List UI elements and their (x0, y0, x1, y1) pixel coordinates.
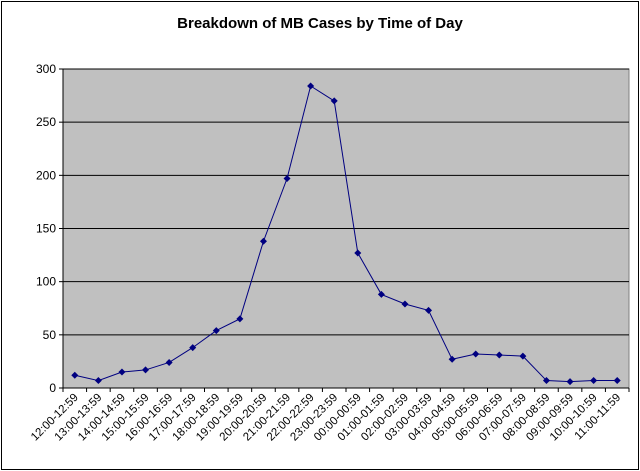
data-point (165, 358, 173, 366)
data-point (448, 355, 456, 363)
data-point (472, 350, 480, 358)
y-tick-label: 50 (43, 328, 57, 342)
data-point (354, 249, 362, 257)
data-point (613, 377, 621, 385)
data-point (542, 377, 550, 385)
data-point (142, 366, 150, 374)
series-line (74, 85, 618, 383)
y-tick-label: 150 (36, 222, 56, 236)
data-point (283, 175, 291, 183)
y-tick-label: 0 (49, 381, 56, 395)
data-point (377, 290, 385, 298)
y-tick-label: 300 (36, 62, 56, 76)
data-point (590, 377, 598, 385)
data-point (259, 237, 267, 245)
data-point (330, 97, 338, 105)
data-point (307, 82, 315, 90)
data-point (566, 378, 574, 386)
data-point (189, 344, 197, 352)
data-point (519, 352, 527, 360)
chart-title: Breakdown of MB Cases by Time of Day (177, 15, 463, 32)
y-tick-label: 100 (36, 275, 56, 289)
data-point (425, 306, 433, 314)
y-tick-label: 250 (36, 115, 56, 129)
y-tick-label: 200 (36, 168, 56, 182)
data-point (212, 327, 220, 335)
data-point (401, 300, 409, 308)
data-point (495, 351, 503, 359)
data-point (236, 315, 244, 323)
data-point (118, 368, 126, 376)
data-point (94, 377, 102, 385)
data-point (71, 371, 79, 379)
